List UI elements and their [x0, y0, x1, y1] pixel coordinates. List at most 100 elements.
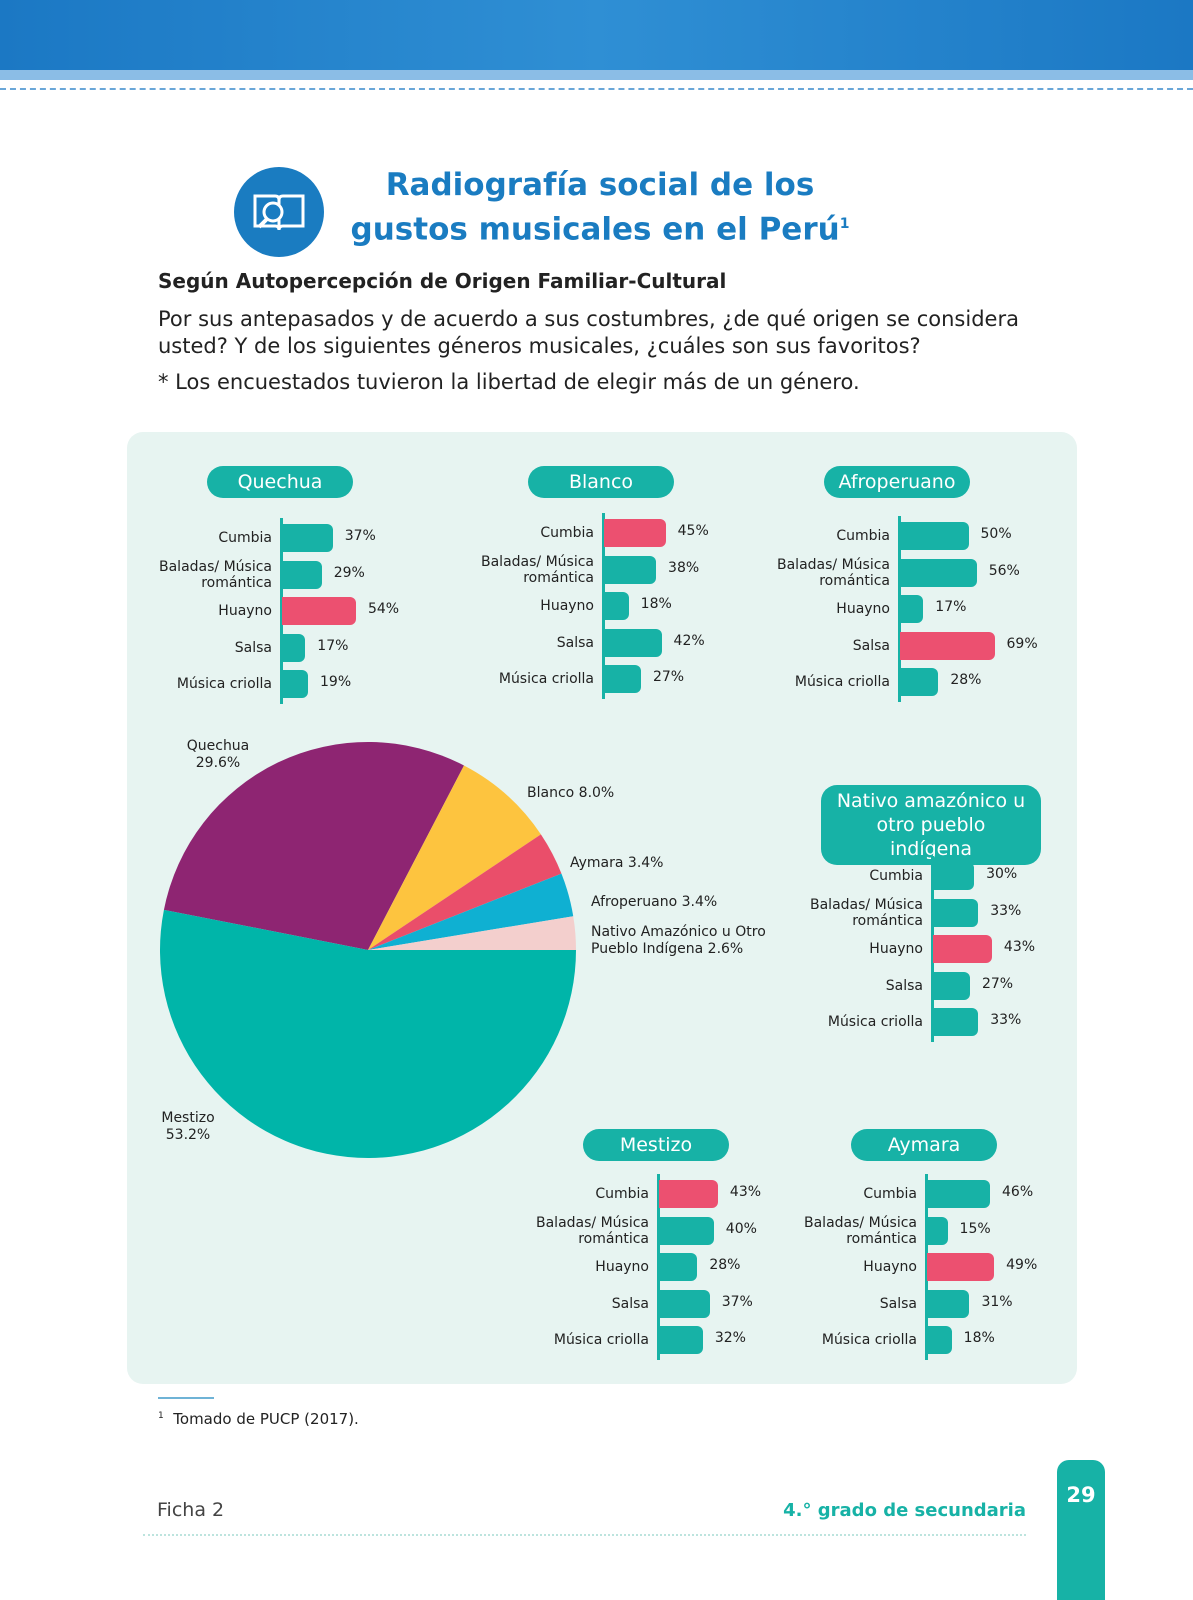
value-label: 27%: [652, 669, 685, 685]
value-label: 37%: [721, 1293, 753, 1310]
bar: [927, 1289, 970, 1318]
category-label: Cumbia: [869, 868, 923, 884]
pie-category: Mestizo: [161, 1110, 215, 1126]
category-label: Salsa: [852, 637, 890, 654]
bar: [900, 595, 924, 623]
page-number: 29: [1066, 1483, 1096, 1507]
value-label: 15%: [959, 1220, 991, 1237]
axis-line: [657, 1174, 660, 1360]
title-icon: [234, 167, 324, 257]
chart-title: Quechua: [207, 466, 353, 498]
value-label: 31%: [981, 1293, 1013, 1310]
pie-category: Nativo Amazónico u Otro Pueblo Indígena: [591, 924, 766, 957]
category-label: Cumbia: [863, 1186, 917, 1202]
category-label: Baladas/ Música romántica: [159, 558, 272, 591]
category-label: Baladas/ Música romántica: [481, 553, 594, 586]
category-label: Huayno: [836, 601, 890, 617]
pie-category: Quechua: [186, 738, 250, 754]
category-label: Huayno: [540, 598, 594, 614]
pie-label: Afroperuano 3.4%: [591, 894, 791, 911]
pie-category: Afroperuano: [591, 894, 678, 910]
category-label: Música criolla: [821, 1332, 917, 1348]
value-label: 27%: [981, 975, 1014, 992]
category-label: Huayno: [869, 941, 923, 957]
footer-rule: [143, 1534, 1026, 1536]
value-label: 38%: [668, 559, 700, 576]
footnote-rule: [158, 1397, 214, 1399]
pie-category: Aymara: [570, 855, 624, 871]
bar: [933, 862, 975, 890]
chart-title: Blanco: [528, 466, 674, 498]
category-label: Huayno: [218, 603, 272, 619]
bar: [933, 898, 979, 927]
bar: [659, 1253, 698, 1281]
bar: [900, 668, 939, 696]
category-label: Música criolla: [827, 1014, 923, 1030]
pie-slice: [368, 873, 574, 950]
value-label: 33%: [990, 1012, 1022, 1028]
top-stripe: [0, 70, 1193, 80]
footnote-marker: 1: [158, 1411, 164, 1421]
bar: [659, 1180, 718, 1208]
category-label: Salsa: [879, 1295, 917, 1312]
bar: [282, 633, 306, 662]
bar: [659, 1326, 703, 1354]
dashed-rule: [0, 88, 1193, 90]
bar: [933, 1008, 979, 1036]
category-label: Música criolla: [553, 1332, 649, 1348]
category-label: Cumbia: [836, 528, 890, 544]
bar: [933, 935, 992, 963]
category-label: Salsa: [885, 977, 923, 994]
category-label: Huayno: [863, 1259, 917, 1275]
category-label: Baladas/ Música romántica: [777, 556, 890, 589]
value-label: 32%: [714, 1330, 746, 1346]
category-label: Baladas/ Música romántica: [804, 1214, 917, 1247]
value-label: 29%: [333, 564, 365, 581]
footnote-text: Tomado de PUCP (2017).: [173, 1410, 359, 1428]
chart-title: Aymara: [851, 1129, 997, 1161]
value-label: 17%: [317, 637, 349, 654]
bar: [282, 670, 309, 698]
value-label: 17%: [935, 599, 967, 615]
value-label: 18%: [963, 1330, 995, 1346]
bar: [933, 971, 970, 1000]
pie-slice: [368, 916, 576, 950]
footer-right: 4.° grado de secundaria: [783, 1500, 1026, 1521]
pie-value: 53.2%: [165, 1127, 211, 1143]
axis-line: [602, 513, 605, 699]
note: * Los encuestados tuvieron la libertad d…: [158, 370, 860, 394]
bar: [604, 665, 641, 693]
title: Radiografía social de los gustos musical…: [330, 166, 870, 249]
category-label: Música criolla: [498, 671, 594, 687]
pie-label: Quechua 29.6%: [168, 738, 268, 772]
category-label: Baladas/ Música romántica: [536, 1214, 649, 1247]
bar: [604, 555, 657, 584]
chart-title: Mestizo: [583, 1129, 729, 1161]
bar: [900, 558, 977, 587]
pie-label: Blanco 8.0%: [527, 785, 727, 802]
axis-line: [931, 856, 934, 1042]
category-label: Música criolla: [176, 676, 272, 692]
bar: [900, 522, 969, 550]
axis-line: [280, 518, 283, 704]
pie-value: 3.4%: [681, 894, 718, 910]
category-label: Baladas/ Música romántica: [810, 896, 923, 929]
bar: [927, 1180, 991, 1208]
top-band: [0, 0, 1193, 70]
title-text: Radiografía social de los gustos musical…: [350, 167, 840, 248]
category-label: Cumbia: [540, 525, 594, 541]
bar: [900, 631, 995, 660]
value-label: 43%: [1003, 939, 1036, 955]
bar: [659, 1289, 710, 1318]
category-label: Salsa: [234, 639, 272, 656]
pie-chart: [160, 741, 576, 1158]
value-label: 42%: [673, 632, 705, 649]
pie-slice: [368, 765, 541, 950]
value-label: 18%: [640, 596, 672, 612]
bar: [927, 1326, 952, 1354]
bar: [927, 1216, 948, 1245]
pie-label: Aymara 3.4%: [570, 855, 770, 872]
bar: [604, 519, 666, 547]
value-label: 33%: [990, 902, 1022, 919]
